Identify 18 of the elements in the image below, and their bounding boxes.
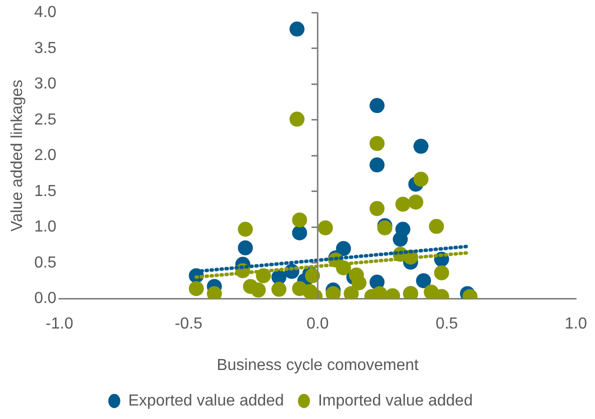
y-tick-label: 1.0 xyxy=(34,218,57,236)
x-axis-title: Business cycle comovement xyxy=(216,356,420,374)
legend-label: Exported value added xyxy=(128,392,284,410)
y-axis-title: Value added linkages xyxy=(9,80,26,232)
y-tick-label: 4.0 xyxy=(34,4,57,22)
x-tick-label: -1.0 xyxy=(46,316,74,333)
y-tick-label: 1.5 xyxy=(34,182,57,200)
legend-label: Imported value added xyxy=(318,392,473,410)
y-tick-label: 3.5 xyxy=(34,40,57,57)
x-tick-label: -0.5 xyxy=(174,316,202,333)
x-tick-label: 0.0 xyxy=(306,316,329,333)
y-tick-label: 0.5 xyxy=(34,254,57,272)
y-tick-label: 0.0 xyxy=(34,290,57,308)
y-tick-label: 3.0 xyxy=(34,76,57,93)
x-tick-label: 1.0 xyxy=(564,316,588,333)
x-tick-label: 0.5 xyxy=(436,316,458,333)
y-tick-label: 2.0 xyxy=(34,147,57,164)
y-tick-label: 2.5 xyxy=(34,111,57,128)
